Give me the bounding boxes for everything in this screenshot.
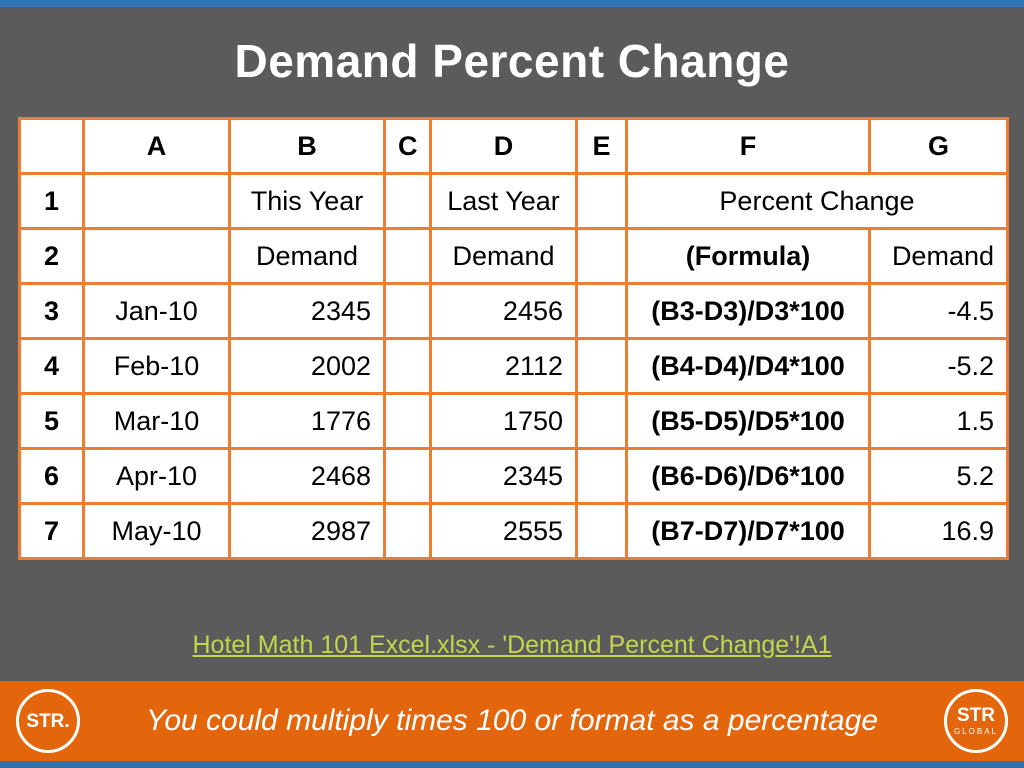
table-cell: Demand (228, 227, 386, 285)
footer-note: You could multiply times 100 or format a… (145, 704, 879, 737)
table-cell: 2345 (228, 282, 386, 340)
table-cell: 2456 (429, 282, 578, 340)
table-cell: (B5-D5)/D5*100 (625, 392, 871, 450)
row-number: 3 (18, 282, 85, 340)
excel-file-link[interactable]: Hotel Math 101 Excel.xlsx - 'Demand Perc… (192, 631, 832, 659)
table-cell (575, 337, 628, 395)
table-cell: -4.5 (868, 282, 1009, 340)
table-cell: (B6-D6)/D6*100 (625, 447, 871, 505)
table-cell: May-10 (82, 502, 231, 560)
column-header: F (625, 117, 871, 175)
table-cell: Percent Change (625, 172, 1009, 230)
table-cell: Apr-10 (82, 447, 231, 505)
row-number: 2 (18, 227, 85, 285)
table-row: 3 Jan-10 2345 2456 (B3-D3)/D3*100 -4.5 (18, 282, 1009, 340)
table-cell (575, 502, 628, 560)
link-line: Hotel Math 101 Excel.xlsx - 'Demand Perc… (0, 631, 1024, 660)
column-header: A (82, 117, 231, 175)
top-blue-bar (0, 0, 1024, 7)
table-cell (575, 392, 628, 450)
table-cell (575, 447, 628, 505)
table-cell (383, 282, 432, 340)
table-cell: This Year (228, 172, 386, 230)
table-row: 5 Mar-10 1776 1750 (B5-D5)/D5*100 1.5 (18, 392, 1009, 450)
table-row: 7 May-10 2987 2555 (B7-D7)/D7*100 16.9 (18, 502, 1009, 560)
table-cell: 1.5 (868, 392, 1009, 450)
str-logo: STR. (16, 689, 80, 753)
column-header: D (429, 117, 578, 175)
table-cell (383, 227, 432, 285)
row-number: 6 (18, 447, 85, 505)
table-row: 2 Demand Demand (Formula) Demand (18, 227, 1009, 285)
table-cell: (B3-D3)/D3*100 (625, 282, 871, 340)
table-cell (82, 172, 231, 230)
table-cell (383, 502, 432, 560)
row-number: 4 (18, 337, 85, 395)
footer-bar: STR. You could multiply times 100 or for… (0, 681, 1024, 761)
table-cell: Demand (429, 227, 578, 285)
spreadsheet-area: A B C D E F G 1 This Year Last Year Perc… (18, 117, 1009, 560)
table-cell (575, 282, 628, 340)
str-global-logo-text: STR (957, 705, 995, 726)
row-number: 1 (18, 172, 85, 230)
table-cell: (Formula) (625, 227, 871, 285)
spreadsheet-table: A B C D E F G 1 This Year Last Year Perc… (18, 117, 1009, 560)
table-cell: 2002 (228, 337, 386, 395)
table-cell: 2555 (429, 502, 578, 560)
table-cell (383, 337, 432, 395)
table-cell: 16.9 (868, 502, 1009, 560)
str-global-logo-subtext: GLOBAL (953, 727, 998, 736)
str-logo-text: STR. (26, 710, 70, 732)
table-cell: 2112 (429, 337, 578, 395)
bottom-blue-bar (0, 761, 1024, 768)
table-cell: (B4-D4)/D4*100 (625, 337, 871, 395)
page-title: Demand Percent Change (234, 35, 790, 87)
table-cell: -5.2 (868, 337, 1009, 395)
table-cell: 5.2 (868, 447, 1009, 505)
table-cell: 2468 (228, 447, 386, 505)
row-number: 7 (18, 502, 85, 560)
table-cell: Feb-10 (82, 337, 231, 395)
table-cell: Jan-10 (82, 282, 231, 340)
table-row: 4 Feb-10 2002 2112 (B4-D4)/D4*100 -5.2 (18, 337, 1009, 395)
table-cell: 1776 (228, 392, 386, 450)
table-cell: Demand (868, 227, 1009, 285)
table-cell: Mar-10 (82, 392, 231, 450)
column-header: C (383, 117, 432, 175)
table-cell: (B7-D7)/D7*100 (625, 502, 871, 560)
table-cell (82, 227, 231, 285)
header-row: A B C D E F G (18, 117, 1009, 175)
table-cell: 2345 (429, 447, 578, 505)
table-cell (383, 447, 432, 505)
table-cell (575, 227, 628, 285)
table-cell: 2987 (228, 502, 386, 560)
column-header: B (228, 117, 386, 175)
str-global-logo: STR GLOBAL (944, 689, 1008, 753)
column-header: G (868, 117, 1009, 175)
table-cell (383, 392, 432, 450)
table-cell (575, 172, 628, 230)
row-number: 5 (18, 392, 85, 450)
table-row: 6 Apr-10 2468 2345 (B6-D6)/D6*100 5.2 (18, 447, 1009, 505)
table-cell: 1750 (429, 392, 578, 450)
table-row: 1 This Year Last Year Percent Change (18, 172, 1009, 230)
table-cell (383, 172, 432, 230)
column-header: E (575, 117, 628, 175)
table-cell: Last Year (429, 172, 578, 230)
corner-cell (18, 117, 85, 175)
